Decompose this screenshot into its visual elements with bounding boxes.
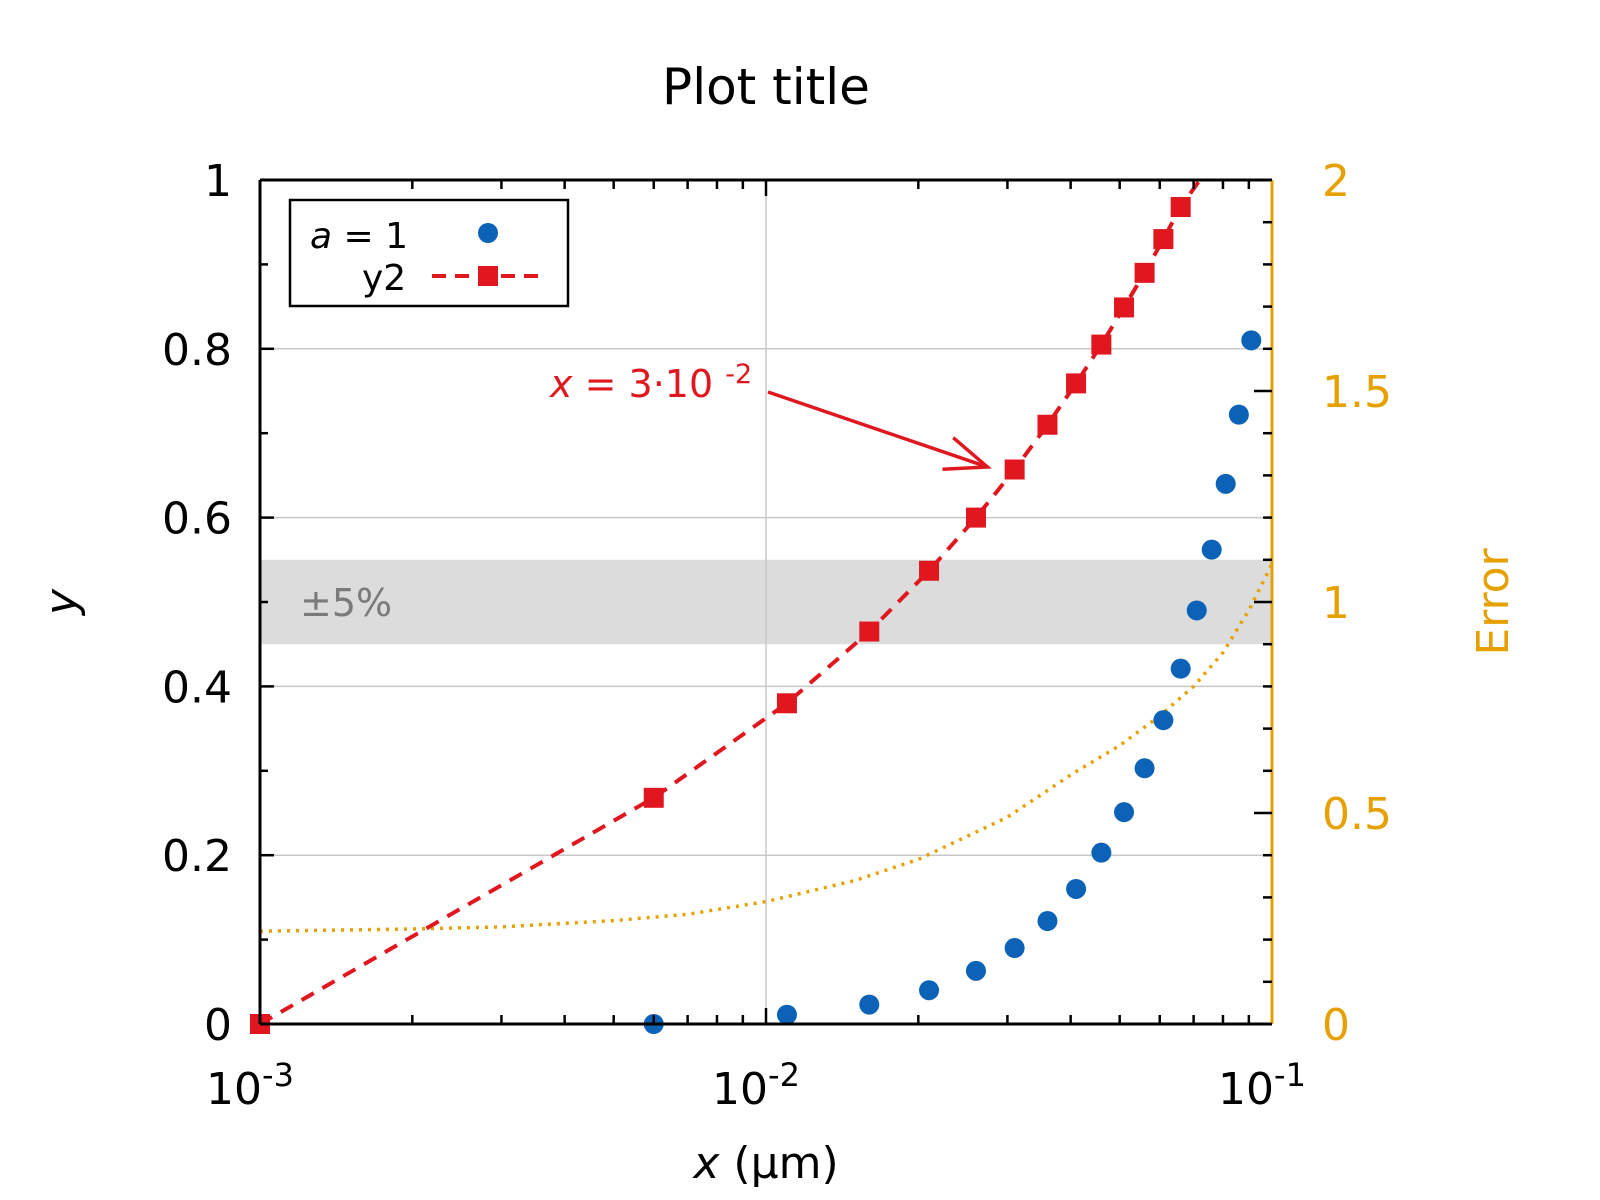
y-tick-label: 0.6 [162,494,232,545]
y2-tick-label: 1.5 [1322,367,1392,418]
y2-point [1004,459,1025,480]
annotation-arrow-line [767,390,988,469]
x-tick-label: 10-1 [1218,1056,1306,1115]
y2-tick-label: 2 [1322,156,1350,207]
x-tick-label: 10-3 [206,1056,294,1115]
a1-point [965,960,986,981]
y2-point [1114,297,1135,318]
annotation-var: x [549,362,573,406]
a1-point [1114,802,1135,823]
y2-point [1134,262,1155,283]
y2-tick-label: 0.5 [1322,789,1392,840]
band-label: ±5% [300,581,392,625]
x-axis-label-unit: (μm) [733,1138,838,1189]
annotation-exponent: -2 [725,359,752,390]
legend-label-a1: a = 1 [310,216,408,257]
legend-marker-y2 [478,266,498,286]
chart-title: Plot title [662,58,870,116]
a1-point [1186,600,1207,621]
legend-box [288,198,570,308]
a1-series-points [643,330,1262,1034]
annotation-arrow-head [942,436,992,471]
y-tick-label: 1 [204,156,232,207]
y2-tick-labels: 0 0.5 1 1.5 2 [1322,156,1392,1051]
x-tick-label-base: 10 [712,1064,768,1115]
legend-label-y2: y2 [362,258,406,299]
legend: a = 1 y2 [288,198,570,308]
a1-point [859,994,880,1015]
x-tick-label-base: 10 [206,1064,262,1115]
y-tick-label: 0.2 [162,831,232,882]
y2-series-line [259,178,1202,1026]
y2-series-points [250,197,1191,1034]
legend-label-a1-rest: = 1 [344,216,409,257]
a1-point [1066,878,1087,899]
y-axis-label: y [36,588,87,617]
y2-point [859,621,880,642]
x-tick-labels: 10-3 10-2 10-1 [206,1056,1306,1115]
y2-point [919,560,940,581]
y2-point [1153,229,1174,250]
a1-point [1134,758,1155,779]
x-tick-label: 10-2 [712,1056,800,1115]
y-tick-labels: 0 0.2 0.4 0.6 0.8 1 [162,156,232,1051]
legend-marker-a1 [478,223,498,243]
y2-tick-label: 1 [1322,578,1350,629]
a1-point [1004,938,1025,959]
y-tick-label: 0.8 [162,325,232,376]
a1-point [1201,539,1222,560]
x-tick-label-base: 10 [1218,1064,1274,1115]
a1-point [1153,710,1174,731]
y2-point [643,787,664,808]
x-axis-label: x (μm) [691,1138,838,1189]
y2-point [1170,197,1191,218]
annotation-value: = 3·10 [585,362,714,406]
x-tick-label-exponent: -2 [768,1056,800,1094]
x-axis-label-var: x [691,1138,720,1189]
x-tick-label-exponent: -1 [1274,1056,1306,1094]
y2-point [1091,334,1112,355]
a1-point [919,980,940,1001]
legend-label-a1-var: a [310,216,332,257]
y2-point [1037,414,1058,435]
y2-point [965,507,986,528]
annotation: x = 3·10 -2 [549,359,992,471]
a1-point [1241,330,1262,351]
a1-point [1037,911,1058,932]
a1-point [1215,473,1236,494]
y-tick-label: 0 [204,1000,232,1051]
y2-point [1066,373,1087,394]
y2-axis-label: Error [1468,547,1519,655]
a1-point [776,1004,797,1025]
axis-ticks [258,178,1272,1026]
a1-point [1091,842,1112,863]
y2-tick-label: 0 [1322,1000,1350,1051]
a1-point [1170,658,1191,679]
error-series-line [259,563,1274,933]
x-tick-label-exponent: -3 [262,1056,294,1094]
annotation-text: x = 3·10 -2 [549,359,752,406]
y2-point [776,693,797,714]
a1-point [1228,404,1249,425]
y-tick-label: 0.4 [162,662,232,713]
